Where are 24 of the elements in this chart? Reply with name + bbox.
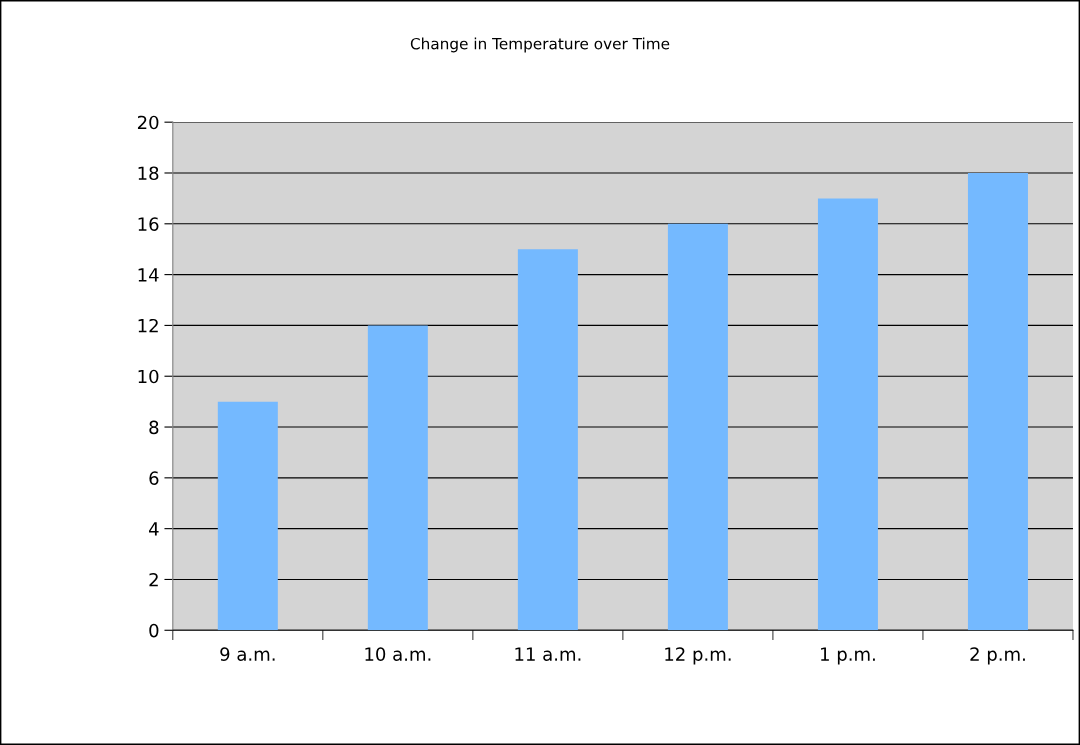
bar xyxy=(217,401,278,631)
x-tick-label: 9 a.m. xyxy=(220,647,275,661)
y-tick-label: 20 xyxy=(137,115,159,130)
y-tick-label: 6 xyxy=(149,471,159,485)
bar xyxy=(817,198,878,631)
y-tick-label: 4 xyxy=(149,522,159,536)
y-tick-label: 8 xyxy=(149,420,159,435)
bar xyxy=(517,249,578,631)
y-tick-label: 12 xyxy=(138,318,158,333)
chart-title: Change in Temperature over Time xyxy=(410,37,670,53)
y-tick-label: 2 xyxy=(149,572,158,587)
bar xyxy=(967,172,1028,631)
x-tick-label: 2 p.m. xyxy=(970,647,1025,665)
y-tick-label: 10 xyxy=(138,369,159,384)
bar xyxy=(367,325,428,631)
x-tick-label: 12 p.m. xyxy=(665,647,731,665)
x-tick-label: 11 a.m. xyxy=(515,647,581,661)
x-tick-label: 1 p.m. xyxy=(821,647,875,665)
x-tick-label: 10 a.m. xyxy=(365,647,431,661)
y-tick-label: 16 xyxy=(138,217,159,231)
y-tick-label: 14 xyxy=(138,268,159,282)
y-tick-label: 18 xyxy=(138,166,159,181)
y-tick-label: 0 xyxy=(149,623,159,638)
bar xyxy=(667,223,728,631)
